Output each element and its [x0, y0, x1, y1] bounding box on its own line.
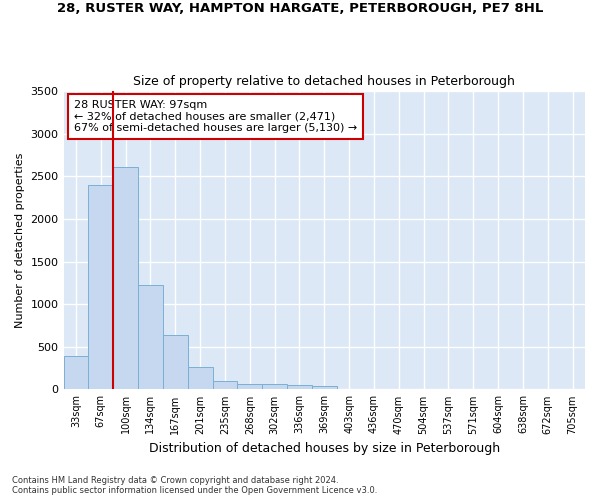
- Bar: [238, 384, 262, 390]
- Bar: [312, 386, 337, 390]
- Bar: [113, 167, 138, 390]
- Bar: [88, 185, 113, 390]
- Text: Contains HM Land Registry data © Crown copyright and database right 2024.
Contai: Contains HM Land Registry data © Crown c…: [12, 476, 377, 495]
- Bar: [262, 384, 287, 390]
- Bar: [212, 381, 238, 390]
- Bar: [188, 368, 212, 390]
- Text: 28, RUSTER WAY, HAMPTON HARGATE, PETERBOROUGH, PE7 8HL: 28, RUSTER WAY, HAMPTON HARGATE, PETERBO…: [57, 2, 543, 16]
- Title: Size of property relative to detached houses in Peterborough: Size of property relative to detached ho…: [133, 76, 515, 88]
- Y-axis label: Number of detached properties: Number of detached properties: [15, 152, 25, 328]
- Text: 28 RUSTER WAY: 97sqm
← 32% of detached houses are smaller (2,471)
67% of semi-de: 28 RUSTER WAY: 97sqm ← 32% of detached h…: [74, 100, 357, 133]
- Bar: [64, 356, 88, 390]
- Bar: [287, 385, 312, 390]
- Bar: [163, 335, 188, 390]
- X-axis label: Distribution of detached houses by size in Peterborough: Distribution of detached houses by size …: [149, 442, 500, 455]
- Bar: [138, 284, 163, 390]
